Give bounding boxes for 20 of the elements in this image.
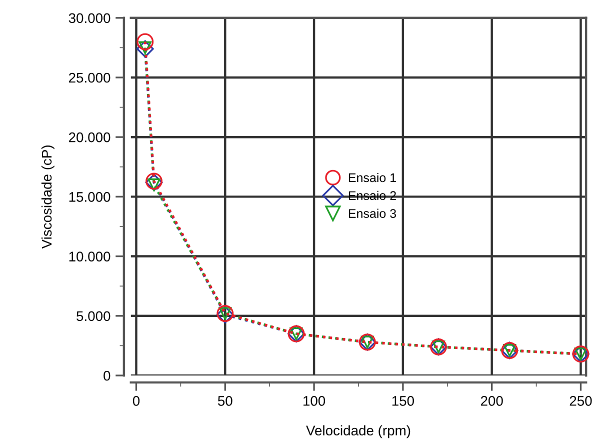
y-tick-label: 10.000	[69, 252, 110, 262]
x-tick-label: 50	[218, 396, 232, 406]
y-tick-label: 20.000	[68, 132, 110, 142]
y-axis-title: Viscosidade (cP)	[41, 146, 54, 249]
x-tick-label: 0	[132, 396, 140, 406]
point	[136, 33, 154, 50]
legend-label: Ensaio 3	[348, 208, 396, 218]
y-tick-label: 0	[104, 370, 110, 381]
x-tick-label: 200	[480, 396, 503, 406]
point	[136, 40, 154, 58]
x-tick-label: 250	[570, 396, 592, 406]
y-tick-label: 15.000	[69, 192, 110, 202]
y-tick-label: 25.000	[68, 72, 110, 83]
legend-label: Ensaio 1	[348, 172, 396, 182]
y-tick-label: 5.000	[76, 311, 110, 322]
y-tick-label: 30.000	[68, 13, 110, 24]
x-tick-label: 100	[304, 396, 326, 406]
x-axis-title: Velocidade (rpm)	[306, 425, 410, 438]
legend-label: Ensaio 2	[348, 190, 396, 200]
x-tick-label: 150	[392, 396, 414, 406]
